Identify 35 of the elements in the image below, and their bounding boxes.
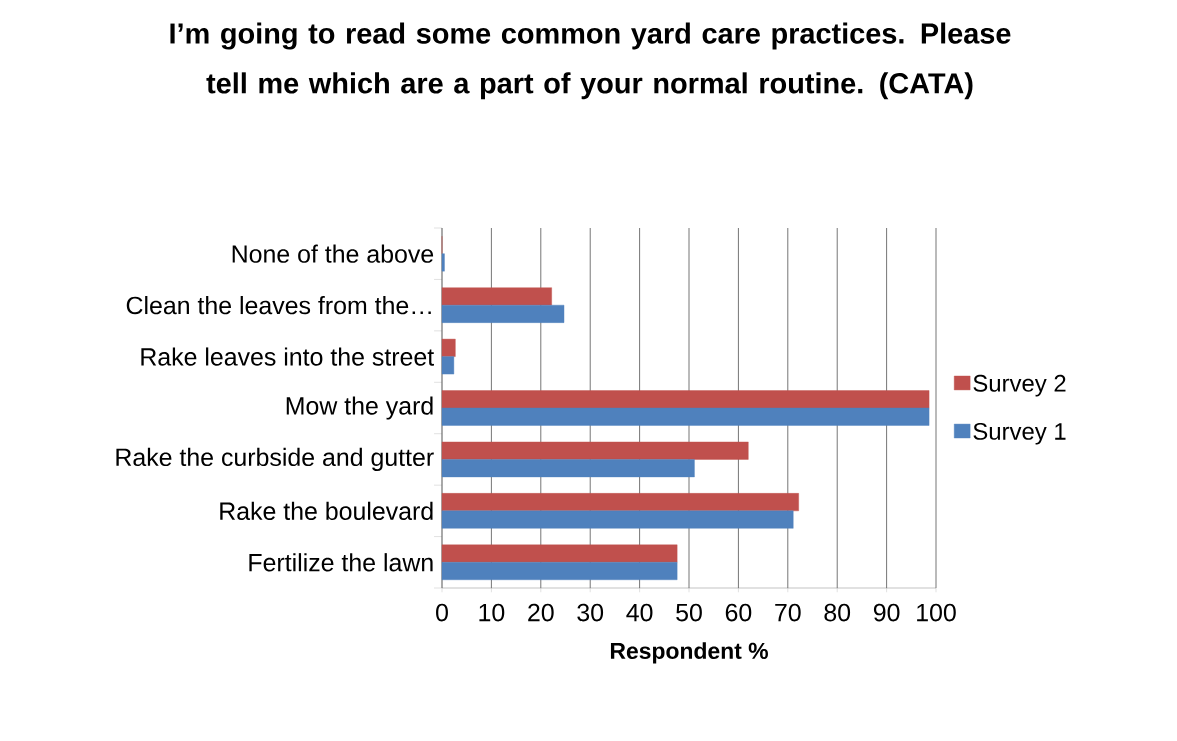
y-tick-label: Rake leaves into the street bbox=[141, 347, 434, 366]
x-tick-label: 10 bbox=[479, 603, 505, 622]
legend-label: Survey 1 bbox=[973, 422, 1066, 445]
bar bbox=[441, 253, 445, 272]
y-tick-label: Fertilize the lawn bbox=[249, 553, 433, 572]
bar bbox=[441, 287, 552, 306]
x-tick-label: 100 bbox=[917, 603, 956, 622]
bar bbox=[441, 544, 678, 563]
y-tick-label: Clean the leaves from the… bbox=[126, 296, 431, 315]
y-tick-label: Rake the boulevard bbox=[220, 501, 433, 521]
x-tick-label: 40 bbox=[626, 603, 653, 622]
x-tick-label: 50 bbox=[676, 603, 702, 622]
x-tick-label: 20 bbox=[528, 603, 554, 622]
x-axis-title: Respondent % bbox=[610, 642, 768, 664]
bar bbox=[441, 459, 695, 478]
x-tick-label: 70 bbox=[775, 603, 801, 622]
y-tick-label: Rake the curbside and gutter bbox=[116, 447, 434, 472]
legend-label: Survey 2 bbox=[973, 374, 1066, 397]
bar bbox=[441, 562, 678, 580]
bar bbox=[441, 510, 794, 529]
bar bbox=[441, 338, 456, 357]
y-tick-label: None of the above bbox=[232, 244, 434, 263]
bar bbox=[441, 356, 455, 375]
bar bbox=[441, 390, 930, 409]
x-tick-label: 60 bbox=[725, 603, 752, 622]
bar bbox=[441, 407, 930, 426]
y-tick-label: Mow the yard bbox=[286, 396, 433, 420]
bar bbox=[441, 304, 565, 323]
x-tick-label: 30 bbox=[577, 603, 604, 622]
x-tick-label: 90 bbox=[873, 603, 900, 622]
bar bbox=[441, 493, 799, 512]
chart-title: I’m going to read some common yard care practices. Please tell me which are a part of your normal routine. (CATA) bbox=[170, 22, 1011, 100]
x-tick-label: 80 bbox=[824, 603, 851, 622]
bar bbox=[441, 441, 749, 460]
x-tick-label: 0 bbox=[436, 603, 448, 622]
